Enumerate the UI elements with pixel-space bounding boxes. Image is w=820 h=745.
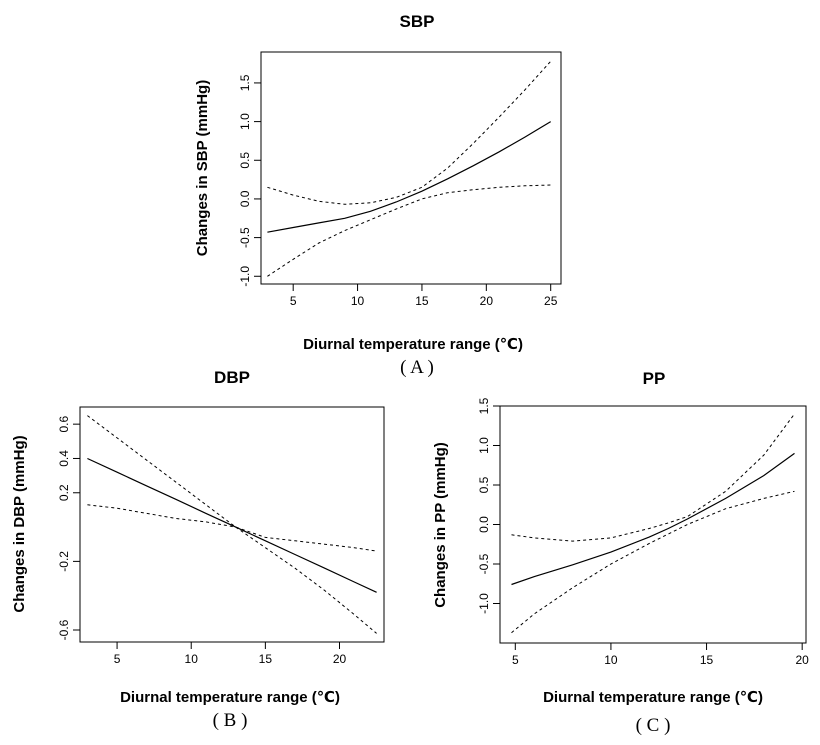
x-tick-label: 20 bbox=[795, 653, 809, 667]
plot-frame bbox=[499, 405, 807, 644]
x-tick-label: 15 bbox=[415, 294, 429, 308]
x-tick-label: 10 bbox=[185, 652, 199, 666]
upper-ci-line bbox=[511, 413, 795, 542]
upper-ci-line bbox=[87, 415, 377, 552]
x-axis: 5 10 15 20 bbox=[114, 642, 347, 666]
lower-ci-line bbox=[267, 184, 551, 277]
x-axis: 5 10 15 20 bbox=[512, 643, 809, 667]
y-axis: -1.0 -0.5 0.0 0.5 1.0 1.5 bbox=[238, 74, 261, 287]
plot-curves bbox=[267, 60, 552, 277]
y-tick-label: 1.0 bbox=[477, 437, 491, 454]
y-tick-label: 0.5 bbox=[238, 152, 252, 169]
x-tick-label: 20 bbox=[480, 294, 494, 308]
x-tick-label: 15 bbox=[259, 652, 273, 666]
y-axis-label: Changes in DBP (mmHg) bbox=[11, 435, 28, 612]
x-axis-label: Diurnal temperature range (℃) bbox=[120, 689, 340, 706]
x-tick-label: 5 bbox=[114, 652, 121, 666]
x-tick-label: 15 bbox=[700, 653, 714, 667]
x-tick-label: 5 bbox=[290, 294, 297, 308]
y-tick-label: 0.0 bbox=[477, 516, 491, 533]
x-tick-label: 25 bbox=[544, 294, 558, 308]
x-axis: 5 10 15 20 25 bbox=[290, 284, 558, 308]
y-tick-label: 0.5 bbox=[477, 476, 491, 493]
y-tick-label: -0.6 bbox=[57, 619, 71, 640]
chart-title: PP bbox=[643, 369, 666, 388]
x-axis-label: Diurnal temperature range (℃) bbox=[543, 689, 763, 706]
y-axis-label: Changes in SBP (mmHg) bbox=[194, 80, 211, 256]
y-tick-label: -0.2 bbox=[57, 551, 71, 572]
chart-title: DBP bbox=[214, 368, 250, 387]
panel-pp: PP 5 10 15 20 -1.0 -0.5 0.0 0.5 1.0 1.5 Diurnal … bbox=[432, 369, 809, 736]
plot-frame bbox=[260, 51, 562, 285]
plot-frame bbox=[79, 406, 385, 643]
y-tick-label: 0.0 bbox=[238, 190, 252, 207]
panel-label: ( C ) bbox=[636, 715, 671, 736]
y-tick-label: 0.4 bbox=[57, 450, 71, 467]
y-tick-label: -0.5 bbox=[477, 553, 491, 574]
plot-curves bbox=[511, 413, 795, 634]
plot-curves bbox=[87, 415, 377, 634]
y-tick-label: 0.2 bbox=[57, 484, 71, 501]
estimate-line bbox=[87, 457, 377, 593]
y-tick-label: -0.5 bbox=[238, 227, 252, 248]
lower-ci-line bbox=[511, 490, 795, 634]
y-axis: -0.6 -0.2 0.2 0.4 0.6 bbox=[57, 415, 80, 640]
x-tick-label: 10 bbox=[351, 294, 365, 308]
estimate-line bbox=[267, 121, 552, 233]
y-tick-label: 0.6 bbox=[57, 415, 71, 432]
panel-label: ( B ) bbox=[213, 710, 248, 731]
y-axis: -1.0 -0.5 0.0 0.5 1.0 1.5 bbox=[477, 397, 500, 614]
chart-title: SBP bbox=[400, 12, 435, 31]
y-axis-label: Changes in PP (mmHg) bbox=[432, 442, 449, 608]
x-tick-label: 5 bbox=[512, 653, 519, 667]
x-axis-label: Diurnal temperature range (℃) bbox=[303, 336, 523, 353]
panel-label: ( A ) bbox=[400, 357, 434, 378]
y-tick-label: 1.0 bbox=[238, 113, 252, 130]
y-tick-label: -1.0 bbox=[238, 266, 252, 287]
upper-ci-line bbox=[267, 60, 552, 205]
lower-ci-line bbox=[87, 504, 377, 634]
x-tick-label: 10 bbox=[604, 653, 618, 667]
panel-sbp: SBP 5 10 15 20 25 -1.0 -0.5 0.0 0.5 1.0 1.5 Diurn… bbox=[194, 12, 562, 378]
panel-dbp: DBP 5 10 15 20 -0.6 -0.2 0.2 0.4 0.6 Diurnal te… bbox=[11, 368, 385, 731]
y-tick-label: 1.5 bbox=[477, 397, 491, 414]
x-tick-label: 20 bbox=[333, 652, 347, 666]
y-tick-label: -1.0 bbox=[477, 593, 491, 614]
y-tick-label: 1.5 bbox=[238, 74, 252, 91]
estimate-line bbox=[511, 452, 795, 586]
